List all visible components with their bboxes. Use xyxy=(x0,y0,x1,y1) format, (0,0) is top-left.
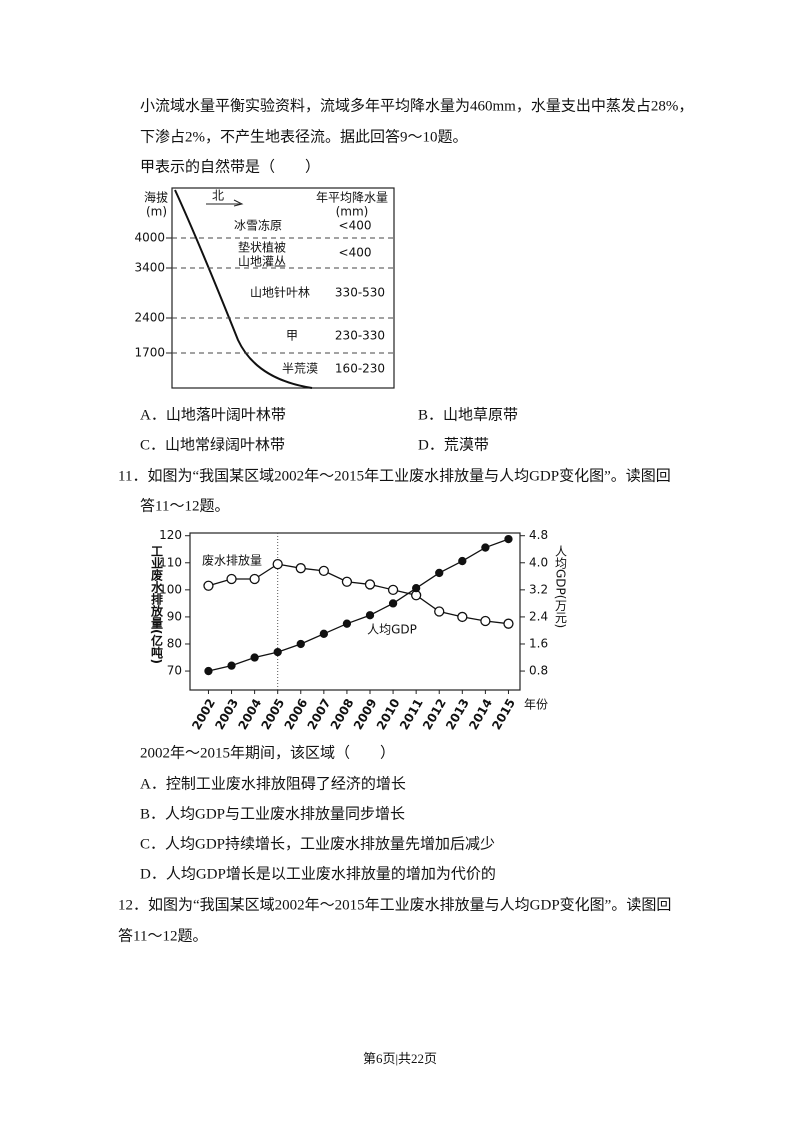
zone-name: 甲 xyxy=(286,329,298,343)
y-tick-label: 100 xyxy=(159,582,182,596)
y-tick-label: 110 xyxy=(159,555,182,569)
data-point xyxy=(249,573,260,585)
data-point xyxy=(318,565,329,577)
question-stem: 12．如图为“我国某区域2002年～2015年工业废水排放量与人均GDP变化图”… xyxy=(118,896,671,913)
data-point xyxy=(204,666,213,676)
figure-1: 海拔 (m) 北 年平均降水量 (mm) 4000 3400 2400 1700 冰雪冻… xyxy=(134,187,395,389)
y2-tick-label: 2.4 xyxy=(529,609,548,623)
data-point xyxy=(273,647,282,657)
data-point xyxy=(481,543,490,552)
option: B．人均GDP与工业废水排放量同步增长 xyxy=(140,805,405,822)
altitude-label: 2400 xyxy=(134,311,165,325)
slope-profile xyxy=(174,189,313,389)
data-point xyxy=(388,599,398,608)
zone-name: 冰雪冻原 xyxy=(234,218,282,233)
option: D．荒漠带 xyxy=(418,436,489,453)
x-axis-title: 年份 xyxy=(524,698,548,712)
zone-name: 山地针叶林 xyxy=(250,285,310,300)
data-point xyxy=(457,611,468,623)
question-stem: 11．如图为“我国某区域2002年～2015年工业废水排放量与人均GDP变化图”… xyxy=(118,467,671,484)
column-unit: (mm) xyxy=(336,205,369,219)
data-point xyxy=(435,568,444,578)
series-label: 人均GDP xyxy=(367,623,417,637)
altitude-label: 3400 xyxy=(134,261,165,275)
series-label: 废水排放量 xyxy=(202,553,262,568)
question-stem: 答11～12题。 xyxy=(118,927,207,944)
data-point xyxy=(480,615,491,627)
data-point xyxy=(227,661,236,670)
zone-precipitation: 230-330 xyxy=(335,329,385,343)
y2-tick-label: 1.6 xyxy=(529,636,548,650)
data-point xyxy=(503,618,514,629)
footer: 第6页|共22页 xyxy=(363,1051,437,1066)
altitude-label: 1700 xyxy=(134,346,165,360)
y2-tick-label: 4.0 xyxy=(529,555,548,569)
option: B．山地草原带 xyxy=(418,406,518,423)
data-point xyxy=(434,606,445,617)
zone-name: 山地灌丛 xyxy=(238,255,286,269)
axis-unit: (m) xyxy=(146,205,167,219)
data-point xyxy=(342,619,352,628)
plot-frame xyxy=(189,532,521,691)
option: C．山地常绿阔叶林带 xyxy=(140,436,285,453)
y-tick-label: 70 xyxy=(167,664,182,678)
question-stem: 甲表示的自然带是（ ） xyxy=(140,158,320,175)
y2-axis-title: 人均GDP(万元) xyxy=(554,545,568,629)
data-point xyxy=(387,584,399,595)
direction-label: 北 xyxy=(212,189,224,203)
data-point xyxy=(295,563,306,574)
arrow-head xyxy=(233,199,244,207)
frame xyxy=(171,187,395,389)
zone-name: 半荒漠 xyxy=(282,362,318,376)
y2-tick-label: 4.8 xyxy=(529,528,548,542)
option: A．山地落叶阔叶林带 xyxy=(140,406,286,423)
data-point xyxy=(458,556,467,566)
column-title: 年平均降水量 xyxy=(316,191,388,205)
axis-title: 海拔 xyxy=(144,190,168,205)
data-point xyxy=(296,639,305,649)
option: C．人均GDP持续增长，工业废水排放量先增加后减少 xyxy=(140,835,495,852)
x-tick-label: 2015 xyxy=(489,696,518,732)
data-point xyxy=(203,580,214,591)
option: D．人均GDP增长是以工业废水排放量的增加为代价的 xyxy=(140,865,496,882)
y-axis-title: 工业废水排放量(亿吨) xyxy=(150,545,164,664)
data-point xyxy=(365,611,375,620)
y-tick-label: 120 xyxy=(159,528,182,542)
paragraph: 下渗占2%，不产生地表径流。据此回答9～10题。 xyxy=(140,128,468,145)
data-point xyxy=(319,629,328,638)
data-point xyxy=(341,576,353,587)
data-point xyxy=(504,534,513,544)
data-point xyxy=(412,584,421,593)
option: A．控制工业废水排放阻碍了经济的增长 xyxy=(140,775,406,792)
data-point xyxy=(250,653,259,662)
zone-name: 垫状植被 xyxy=(238,240,286,255)
question-stem: 答11～12题。 xyxy=(140,497,229,514)
data-point xyxy=(226,573,237,585)
paragraph: 小流域水量平衡实验资料，流域多年平均降水量为460mm，水量支出中蒸发占28%， xyxy=(140,97,693,114)
y2-tick-label: 3.2 xyxy=(529,582,548,596)
y-tick-label: 80 xyxy=(167,636,182,650)
data-point xyxy=(364,579,376,590)
data-point xyxy=(272,558,283,570)
y2-tick-label: 0.8 xyxy=(529,664,548,678)
y-tick-label: 90 xyxy=(167,609,182,623)
zone-precipitation: <400 xyxy=(339,219,372,233)
question-stem: 2002年～2015年期间，该区域（ ） xyxy=(140,744,395,761)
zone-precipitation: <400 xyxy=(339,246,372,260)
zone-precipitation: 160-230 xyxy=(335,362,385,376)
altitude-label: 4000 xyxy=(134,231,165,245)
chart: 70 80 90 100 110 120 0.8 1.6 2.4 3.2 4.0 4.8 工业废水排放量… xyxy=(150,528,568,732)
zone-precipitation: 330-530 xyxy=(335,286,385,300)
